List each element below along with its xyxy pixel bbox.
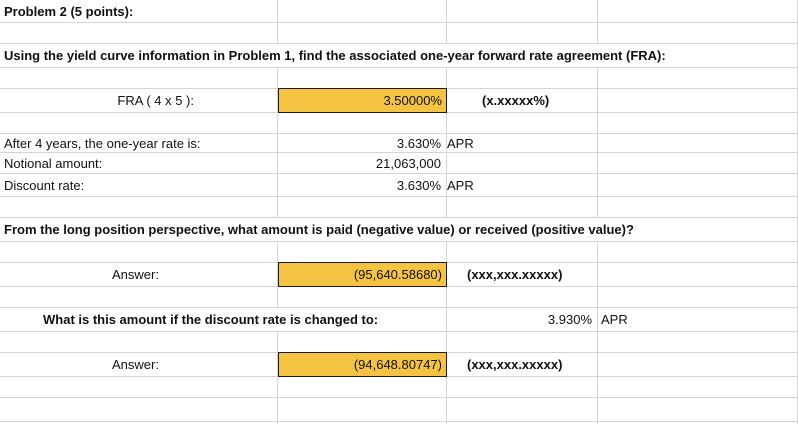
gridline — [0, 43, 798, 44]
answer1-format-hint: (xxx,xxx.xxxxx) — [467, 267, 563, 282]
long-position-question: From the long position perspective, what… — [4, 218, 640, 241]
followup-question: What is this amount if the discount rate… — [43, 308, 385, 331]
one-year-rate-value[interactable]: 3.630% — [396, 135, 441, 151]
fra-label: FRA ( 4 x 5 ): — [117, 93, 194, 108]
fra-value-cell[interactable]: 3.50000% — [278, 88, 447, 113]
gridline — [0, 421, 798, 422]
fra-format-hint: (x.xxxxx%) — [482, 93, 550, 108]
discount-unit: APR — [447, 177, 474, 193]
notional-value[interactable]: 21,063,000 — [375, 155, 441, 171]
gridline — [0, 133, 798, 134]
followup-rate-value[interactable]: 3.930% — [547, 312, 592, 327]
discount-label: Discount rate: — [4, 177, 85, 193]
gridline — [0, 196, 798, 197]
answer2-label: Answer: — [112, 357, 159, 372]
gridline — [0, 173, 798, 174]
gridline — [0, 217, 798, 218]
problem-title: Problem 2 (5 points): — [4, 0, 140, 22]
gridline — [0, 67, 798, 68]
gridline — [0, 307, 798, 308]
gridline — [446, 0, 447, 424]
answer2-format-hint: (xxx,xxx.xxxxx) — [467, 357, 563, 372]
discount-value[interactable]: 3.630% — [396, 177, 441, 193]
gridline — [0, 22, 798, 23]
gridline — [597, 0, 598, 424]
instruction-text: Using the yield curve information in Pro… — [4, 44, 672, 67]
answer2-value-cell[interactable]: (94,648.80747) — [278, 352, 447, 377]
one-year-rate-label: After 4 years, the one-year rate is: — [4, 135, 201, 151]
gridline — [277, 0, 278, 424]
gridline — [0, 397, 798, 398]
gridline — [0, 241, 798, 242]
answer1-value-cell[interactable]: (95,640.58680) — [278, 262, 447, 287]
gridline — [0, 331, 798, 332]
followup-rate-unit: APR — [601, 312, 628, 327]
answer1-label: Answer: — [112, 267, 159, 282]
gridline — [0, 152, 798, 153]
one-year-rate-unit: APR — [447, 135, 474, 151]
notional-label: Notional amount: — [4, 155, 103, 171]
